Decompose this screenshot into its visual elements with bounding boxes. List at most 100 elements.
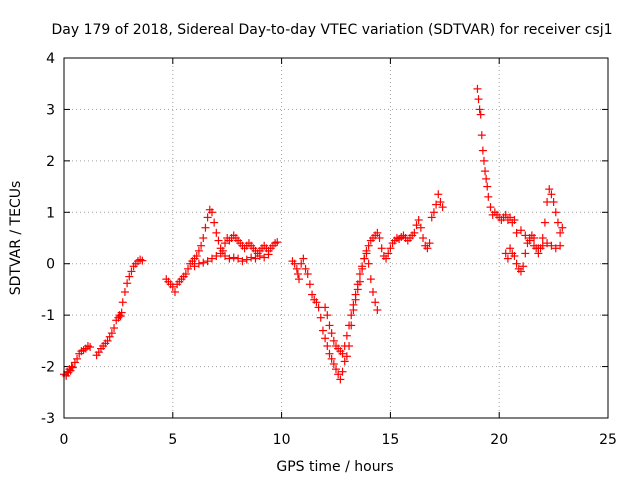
data-point xyxy=(203,257,212,266)
data-point xyxy=(510,252,519,260)
data-point xyxy=(414,216,423,224)
data-point xyxy=(325,321,334,330)
data-point xyxy=(184,264,193,273)
data-point xyxy=(519,262,528,271)
data-point xyxy=(67,362,76,371)
data-point xyxy=(264,250,273,259)
data-point xyxy=(355,270,364,278)
y-axis-label: SDTVAR / TECUs xyxy=(8,181,24,296)
data-point xyxy=(234,254,243,263)
data-point xyxy=(556,228,565,237)
data-point xyxy=(540,218,549,227)
data-point xyxy=(481,167,490,176)
data-point xyxy=(242,255,251,264)
data-point xyxy=(117,308,126,317)
data-point xyxy=(342,352,351,361)
data-point xyxy=(364,241,373,250)
data-point xyxy=(521,231,530,240)
data-point xyxy=(345,321,354,330)
data-point xyxy=(238,257,247,266)
data-point xyxy=(547,190,556,199)
data-point xyxy=(483,182,492,191)
data-point xyxy=(353,280,362,289)
data-point xyxy=(199,234,208,242)
data-point xyxy=(68,363,77,372)
data-point xyxy=(120,288,129,296)
y-tick-label: -2 xyxy=(41,360,55,376)
data-point xyxy=(530,241,539,250)
data-point xyxy=(301,264,310,273)
data-point xyxy=(553,218,562,227)
data-point xyxy=(395,235,404,244)
x-tick-label: 5 xyxy=(168,432,177,448)
data-point xyxy=(371,298,380,307)
data-point xyxy=(332,365,340,374)
data-point xyxy=(473,84,482,93)
data-point xyxy=(506,244,515,253)
data-point xyxy=(549,198,558,206)
data-point xyxy=(216,249,225,258)
data-point xyxy=(474,95,483,104)
data-point xyxy=(429,208,438,217)
tick-labels: 0 5 10 15 20 25 -3 -2 -1 0 1 2 3 4 xyxy=(41,51,617,448)
data-point xyxy=(136,255,145,264)
data-point xyxy=(436,198,445,206)
x-tick-label: 0 xyxy=(60,432,69,448)
data-point xyxy=(364,259,373,268)
data-point xyxy=(427,213,436,222)
data-point xyxy=(168,282,177,291)
data-point xyxy=(476,110,485,119)
data-point xyxy=(521,249,530,258)
data-point xyxy=(203,213,212,222)
data-point xyxy=(545,185,554,194)
data-point xyxy=(416,223,425,232)
data-point xyxy=(525,236,534,245)
x-tick-label: 25 xyxy=(599,432,617,448)
data-point xyxy=(410,228,419,237)
data-point xyxy=(212,228,221,237)
data-point xyxy=(397,232,406,241)
data-point xyxy=(321,303,330,312)
data-point xyxy=(73,354,82,363)
data-point xyxy=(425,239,434,248)
data-point xyxy=(194,259,203,268)
data-point xyxy=(351,290,360,299)
data-point xyxy=(207,254,216,263)
data-point xyxy=(273,238,282,247)
data-point xyxy=(194,246,203,255)
data-point xyxy=(501,210,510,219)
data-point xyxy=(432,200,441,209)
data-point xyxy=(512,259,521,268)
data-point xyxy=(506,213,515,222)
data-point xyxy=(516,226,525,235)
data-point xyxy=(412,221,421,230)
data-point xyxy=(125,272,134,281)
data-point xyxy=(297,259,306,268)
data-point xyxy=(377,244,386,253)
data-point xyxy=(347,311,356,320)
data-point xyxy=(479,156,488,165)
data-point xyxy=(358,262,367,271)
data-points xyxy=(60,84,567,384)
data-point xyxy=(105,332,114,341)
y-tick-label: 3 xyxy=(46,102,55,118)
data-point xyxy=(329,360,338,368)
plot-frame xyxy=(63,57,609,419)
data-point xyxy=(547,241,556,250)
data-point xyxy=(349,300,358,309)
x-tick-label: 20 xyxy=(490,432,508,448)
data-point xyxy=(384,249,393,258)
data-point xyxy=(247,253,256,262)
data-point xyxy=(207,208,216,217)
y-tick-label: 1 xyxy=(46,205,55,221)
data-point xyxy=(190,262,199,271)
data-point xyxy=(181,270,190,278)
data-point xyxy=(434,190,443,199)
data-point xyxy=(342,331,351,340)
data-point xyxy=(551,244,560,253)
data-point xyxy=(295,275,304,284)
data-point xyxy=(107,329,116,338)
data-point xyxy=(366,275,375,284)
data-point xyxy=(334,370,343,379)
